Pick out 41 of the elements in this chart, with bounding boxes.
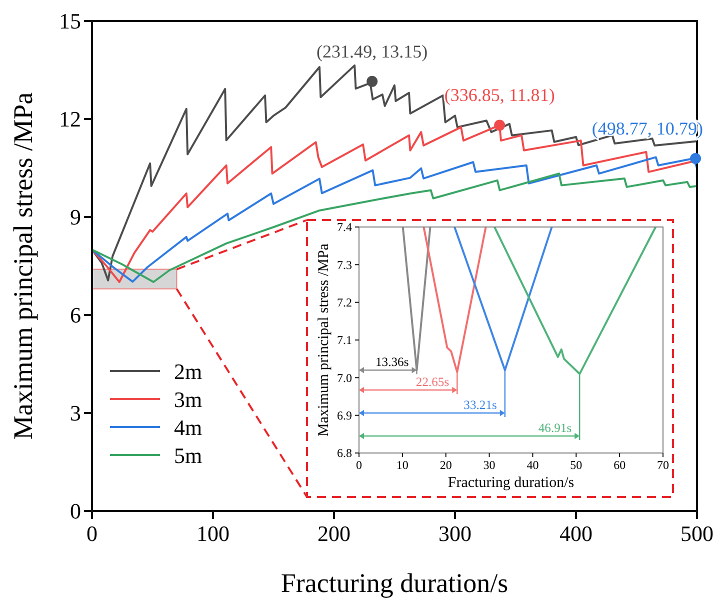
x-tick-label: 20: [440, 458, 452, 472]
x-tick-label: 30: [483, 458, 496, 472]
y-tick-label: 7.2: [337, 296, 352, 310]
x-axis-title: Fracturing duration/s: [280, 568, 508, 598]
annotation: (336.85, 11.81): [444, 85, 555, 106]
y-tick-label: 6: [70, 302, 81, 328]
annotation: 33.21s: [464, 398, 498, 412]
x-tick-label: 10: [396, 458, 408, 472]
x-tick-label: 0: [356, 458, 362, 472]
y-tick-label: 15: [59, 8, 81, 34]
x-tick-label: 40: [526, 458, 539, 472]
x-tick-label: 200: [318, 521, 350, 546]
y-tick-label: 7.0: [337, 370, 352, 385]
legend-label: 5m: [174, 443, 202, 468]
legend-label: 3m: [174, 387, 202, 412]
y-tick-label: 9: [70, 204, 81, 230]
y-tick-label: 12: [59, 106, 81, 132]
x-tick-label: 100: [196, 521, 230, 546]
annotation: 46.91s: [538, 421, 572, 435]
x-tick-label: 70: [657, 458, 669, 472]
y-axis-title: Maximum principal stress /MPa: [316, 243, 332, 436]
x-tick-label: 60: [614, 458, 626, 472]
legend-label: 2m: [174, 359, 202, 384]
y-tick-label: 6.9: [337, 408, 352, 423]
x-tick-label: 500: [680, 521, 714, 546]
x-axis-title: Fracturing duration/s: [448, 475, 574, 491]
y-tick-label: 7.4: [337, 220, 352, 234]
y-tick-label: 7.1: [337, 333, 352, 348]
annotation: (231.49, 13.15): [316, 41, 428, 62]
x-tick-label: 300: [438, 521, 472, 546]
y-tick-label: 6.8: [337, 446, 352, 460]
annotation: 13.36s: [376, 355, 409, 370]
x-tick-label: 50: [570, 458, 582, 472]
y-axis-title: Maximum principal stress /MPa: [8, 92, 38, 440]
x-tick-label: 400: [560, 521, 592, 546]
annotation: 22.65s: [416, 375, 450, 389]
y-tick-label: 7.3: [337, 258, 352, 272]
x-tick-label: 0: [86, 521, 98, 546]
y-tick-label: 0: [70, 498, 81, 524]
y-tick-label: 3: [70, 400, 81, 426]
legend-label: 4m: [174, 415, 202, 440]
